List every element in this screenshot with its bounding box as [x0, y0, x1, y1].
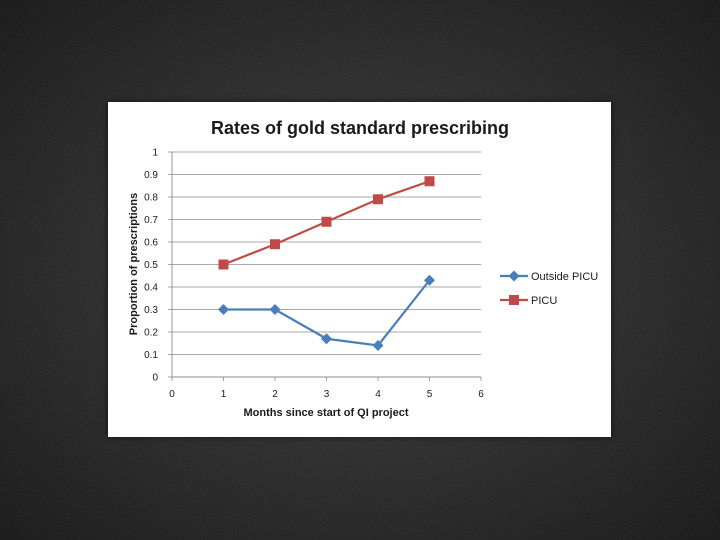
y-tick-label: 0.5 [144, 260, 158, 271]
legend-marker-outside-picu [508, 270, 520, 282]
legend: Outside PICU PICU [500, 270, 598, 307]
series-group [218, 176, 435, 351]
legend-marker-picu [509, 295, 519, 305]
y-tick-label: 0.6 [144, 238, 158, 249]
y-tick-label: 0.1 [144, 350, 158, 361]
data-point-picu [424, 176, 435, 187]
x-tick-label: 5 [427, 389, 433, 400]
y-axis-label: Proportion of prescriptions [128, 193, 140, 335]
y-tick-label: 0.3 [144, 305, 158, 316]
data-point-outside-picu [269, 304, 281, 315]
y-tick-label: 0.2 [144, 328, 158, 339]
x-tick-labels: 0 1 2 3 4 5 6 [169, 389, 484, 400]
data-point-picu [218, 259, 229, 270]
gridlines [172, 151, 481, 355]
x-tick-label: 4 [375, 389, 381, 400]
y-tick-label: 1 [152, 148, 158, 159]
line-chart: Rates of gold standard prescribing Propo… [128, 118, 598, 419]
data-point-outside-picu [372, 340, 384, 351]
y-tick-label: 0.4 [144, 283, 158, 294]
chart-card: Rates of gold standard prescribing Propo… [108, 102, 611, 437]
x-tick-label: 3 [324, 389, 330, 400]
x-tick-label: 1 [221, 389, 227, 400]
y-tick-label: 0.8 [144, 193, 158, 204]
x-tick-label: 2 [272, 389, 278, 400]
data-point-picu [270, 239, 280, 250]
data-point-picu [321, 216, 332, 227]
data-point-outside-picu [424, 274, 435, 286]
legend-label-outside-picu: Outside PICU [531, 271, 598, 283]
x-tick-label: 0 [169, 389, 175, 400]
y-tick-label: 0.9 [144, 170, 158, 181]
x-tick-label: 6 [478, 389, 484, 400]
y-tick-label: 0.7 [144, 215, 158, 226]
data-point-picu [373, 194, 383, 205]
data-point-outside-picu [321, 333, 332, 345]
data-point-outside-picu [218, 304, 229, 315]
legend-label-picu: PICU [531, 295, 557, 307]
axes [168, 151, 482, 381]
y-tick-label: 0 [152, 373, 158, 384]
x-axis-label: Months since start of QI project [243, 407, 408, 419]
chart-title: Rates of gold standard prescribing [211, 118, 509, 138]
y-tick-labels: 0 0.1 0.2 0.3 0.4 0.5 0.6 0.7 0.8 0.9 1 [144, 148, 158, 384]
